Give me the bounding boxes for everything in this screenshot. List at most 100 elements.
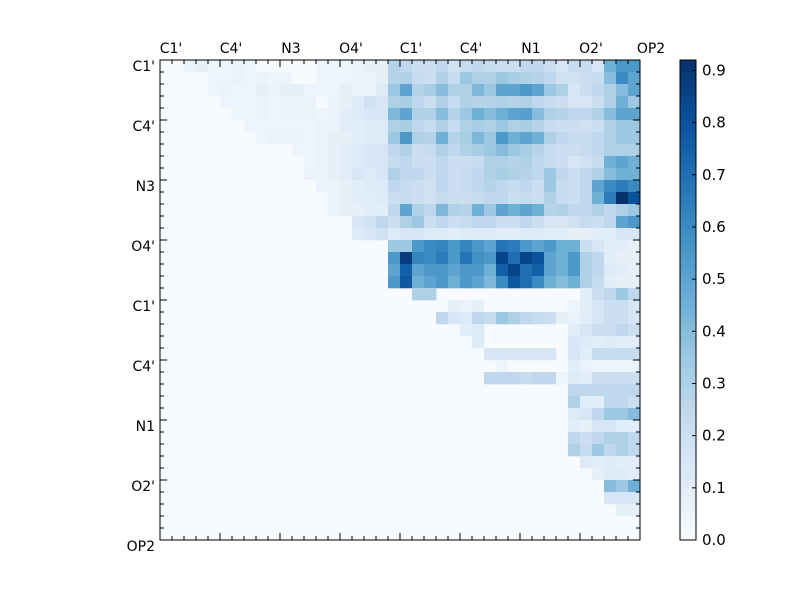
heatmap-cell <box>364 216 377 229</box>
heatmap-cell <box>604 300 617 313</box>
heatmap-cell <box>532 276 545 289</box>
heatmap-cell <box>472 144 485 157</box>
heatmap-cell <box>496 120 509 133</box>
heatmap-cell <box>412 120 425 133</box>
heatmap-cell <box>580 204 593 217</box>
heatmap-cell <box>592 324 605 337</box>
heatmap-cell <box>544 192 557 205</box>
heatmap-cell <box>448 72 461 85</box>
heatmap-cell <box>532 216 545 229</box>
heatmap-cell <box>580 408 593 421</box>
heatmap-cell <box>628 420 641 433</box>
heatmap-cell <box>544 120 557 133</box>
heatmap-cell <box>628 396 641 409</box>
heatmap-cell <box>304 168 317 181</box>
heatmap-cell <box>232 108 245 121</box>
heatmap-cell <box>544 240 557 253</box>
heatmap-cell <box>568 264 581 277</box>
heatmap-cell <box>556 192 569 205</box>
heatmap-cell <box>616 96 629 109</box>
heatmap-cell <box>556 96 569 109</box>
heatmap-cell <box>388 204 401 217</box>
heatmap-cell <box>580 288 593 301</box>
heatmap-cell <box>376 60 389 73</box>
heatmap-cell <box>340 84 353 97</box>
heatmap-cell <box>352 228 365 241</box>
heatmap-cell <box>256 132 269 145</box>
heatmap-cell <box>340 180 353 193</box>
heatmap-cell <box>352 96 365 109</box>
heatmap-cell <box>400 132 413 145</box>
heatmap-cell <box>604 156 617 169</box>
heatmap-cell <box>556 204 569 217</box>
heatmap-cell <box>532 132 545 145</box>
heatmap-cell <box>292 144 305 157</box>
heatmap-cell <box>568 276 581 289</box>
heatmap-cell <box>388 60 401 73</box>
heatmap-cell <box>484 228 497 241</box>
heatmap-cell <box>376 204 389 217</box>
heatmap-cell <box>316 156 329 169</box>
heatmap-cell <box>544 312 557 325</box>
heatmap-cell <box>304 144 317 157</box>
heatmap-cell <box>592 444 605 457</box>
heatmap-cell <box>520 180 533 193</box>
heatmap-cell <box>220 60 233 73</box>
x-tick-label: N1 <box>521 41 540 57</box>
heatmap-cell <box>340 168 353 181</box>
heatmap-cell <box>628 324 641 337</box>
heatmap-cell <box>340 108 353 121</box>
heatmap-cell <box>568 240 581 253</box>
heatmap-cell <box>592 168 605 181</box>
heatmap-cell <box>592 264 605 277</box>
colorbar-tick-label: 0.9 <box>702 61 726 79</box>
heatmap-cell <box>448 312 461 325</box>
heatmap-cell <box>508 264 521 277</box>
heatmap-cell <box>256 96 269 109</box>
heatmap-cells <box>160 60 641 540</box>
heatmap-cell <box>352 60 365 73</box>
heatmap-cell <box>352 72 365 85</box>
heatmap-cell <box>424 72 437 85</box>
heatmap-cell <box>448 168 461 181</box>
heatmap-cell <box>352 180 365 193</box>
heatmap-cell <box>580 120 593 133</box>
heatmap-cell <box>616 396 629 409</box>
heatmap-cell <box>628 360 641 373</box>
heatmap-cell <box>460 96 473 109</box>
heatmap-cell <box>472 204 485 217</box>
heatmap-cell <box>628 312 641 325</box>
heatmap-cell <box>220 84 233 97</box>
colorbar-tick-label: 0.0 <box>702 531 726 549</box>
colorbar-ticks: 0.0 0.1 0.2 0.3 0.4 0.5 0.6 0.7 0.8 0.9 <box>692 61 726 549</box>
heatmap-cell <box>352 108 365 121</box>
heatmap-cell <box>412 156 425 169</box>
heatmap-cell <box>616 492 629 505</box>
heatmap-cell <box>328 168 341 181</box>
heatmap-cell <box>556 372 569 385</box>
heatmap-cell <box>424 192 437 205</box>
heatmap-cell <box>436 108 449 121</box>
heatmap-cell <box>520 264 533 277</box>
heatmap-cell <box>568 144 581 157</box>
heatmap-cell <box>328 120 341 133</box>
heatmap-cell <box>496 240 509 253</box>
heatmap-cell <box>220 72 233 85</box>
heatmap-cell <box>424 240 437 253</box>
heatmap-cell <box>628 228 641 241</box>
heatmap-cell <box>292 132 305 145</box>
heatmap-cell <box>352 204 365 217</box>
heatmap-cell <box>520 372 533 385</box>
heatmap-cell <box>580 108 593 121</box>
heatmap-cell <box>520 84 533 97</box>
heatmap-cell <box>280 96 293 109</box>
heatmap-cell <box>256 72 269 85</box>
colorbar-tick-label: 0.3 <box>702 375 726 393</box>
heatmap-cell <box>520 216 533 229</box>
heatmap-cell <box>328 144 341 157</box>
heatmap-cell <box>556 120 569 133</box>
heatmap-cell <box>592 456 605 469</box>
heatmap-cell <box>532 228 545 241</box>
heatmap-cell <box>208 60 221 73</box>
heatmap-cell <box>592 180 605 193</box>
